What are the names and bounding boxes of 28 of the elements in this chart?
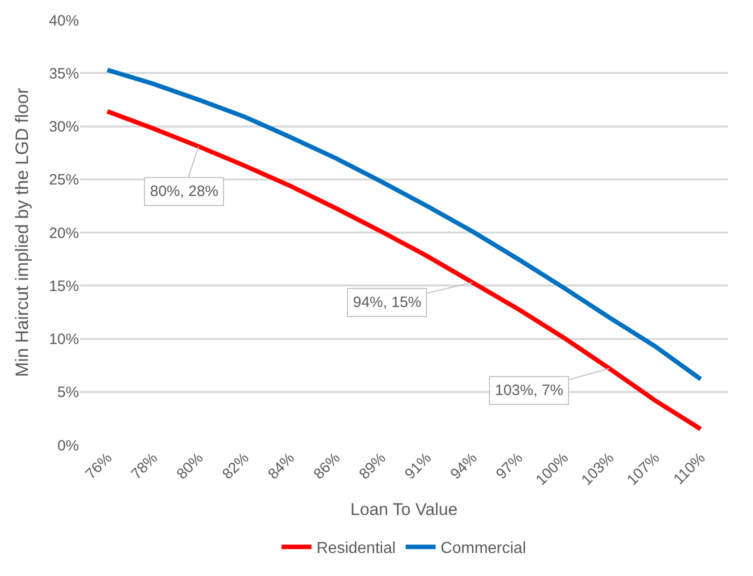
y-tick-label: 5%	[57, 384, 79, 402]
y-tick-label: 20%	[48, 224, 79, 242]
x-axis-title: Loan To Value	[350, 500, 458, 520]
x-tick-label: 82%	[219, 450, 252, 483]
y-tick-label: 25%	[48, 172, 79, 189]
annotation: 103%, 7%	[495, 382, 564, 399]
legend-label: Residential	[316, 540, 396, 558]
annotation: 94%, 15%	[353, 294, 422, 311]
legend-label: Commercial	[440, 540, 526, 558]
y-tick-label: 30%	[48, 118, 79, 136]
x-tick-label: 78%	[128, 450, 162, 483]
y-tick-label: 40%	[48, 12, 79, 30]
x-tick-label: 91%	[402, 450, 435, 483]
x-tick-label: 84%	[264, 450, 298, 483]
x-tick-label: 89%	[356, 450, 390, 483]
x-tick-label: 94%	[447, 450, 481, 483]
x-tick-label: 97%	[492, 450, 526, 483]
line-series	[105, 68, 703, 382]
annotation: 80%, 28%	[150, 183, 218, 200]
y-tick-label: 15%	[48, 278, 79, 295]
y-tick-label: 10%	[48, 331, 79, 348]
y-tick-label: 35%	[48, 65, 79, 82]
x-tick-label: 86%	[310, 450, 344, 483]
y-tick-label: 0%	[57, 437, 79, 454]
x-tick-label: 80%	[174, 450, 207, 483]
y-axis-title: Min Haircut implied by the LGD floor	[12, 88, 32, 378]
line-series	[105, 109, 703, 432]
x-tick-label: 76%	[82, 450, 116, 483]
